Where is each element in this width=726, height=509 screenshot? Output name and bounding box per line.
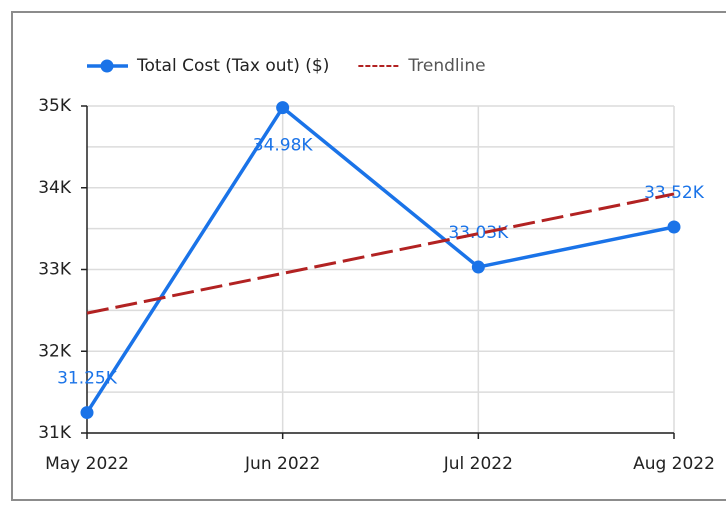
data-label: 34.98K: [253, 136, 314, 156]
legend-label: Total Cost (Tax out) ($): [136, 56, 329, 76]
x-tick-label: Jul 2022: [443, 454, 513, 474]
frame: [11, 11, 726, 501]
point: [80, 406, 94, 420]
y-tick-label: 34K: [38, 178, 72, 198]
y-tick-label: 33K: [38, 260, 72, 280]
y-tick-label: 32K: [38, 341, 72, 361]
data-label: 33.03K: [448, 223, 509, 243]
point: [276, 101, 290, 115]
point: [667, 220, 681, 234]
x-tick-label: Jun 2022: [244, 454, 320, 474]
y-tick-label: 35K: [38, 96, 72, 116]
x-tick-label: May 2022: [45, 454, 129, 474]
trendline: [86, 192, 675, 315]
data-label: 31.25K: [57, 369, 118, 389]
data-label: 33.52K: [644, 183, 705, 203]
point: [471, 260, 485, 274]
legend-label: Trendline: [407, 56, 485, 76]
legend-marker: [100, 59, 114, 73]
y-tick-label: 31K: [38, 423, 72, 443]
x-tick-label: Aug 2022: [633, 454, 715, 474]
series-line: [85, 105, 675, 414]
